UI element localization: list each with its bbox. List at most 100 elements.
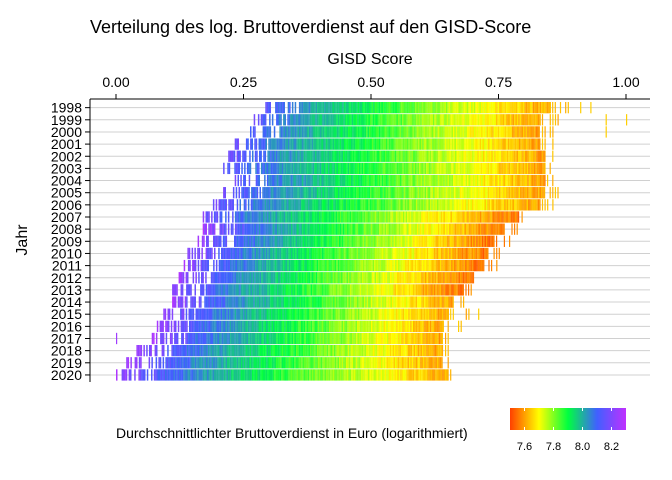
data-strip-segment [397, 126, 399, 138]
data-strip-segment [333, 259, 335, 272]
data-strip-segment [542, 187, 544, 199]
data-strip-segment [343, 162, 345, 175]
data-strip-segment [413, 332, 415, 345]
data-strip-segment [363, 308, 365, 320]
data-strip-segment [257, 357, 260, 369]
data-strip-segment [358, 369, 360, 381]
data-strip-segment [332, 211, 335, 223]
data-strip-segment [327, 150, 330, 162]
data-strip-segment [318, 138, 321, 150]
data-strip-segment [376, 284, 378, 296]
data-strip-segment [252, 345, 255, 357]
data-strip-segment [547, 199, 549, 211]
data-strip-segment [516, 150, 519, 162]
data-strip-segment [317, 284, 320, 296]
data-strip-segment [249, 296, 251, 308]
data-strip-segment [476, 235, 478, 247]
data-strip-segment [247, 296, 250, 308]
data-strip-segment [421, 247, 423, 260]
data-strip-segment [315, 174, 318, 187]
data-strip-segment [255, 223, 258, 235]
data-strip-segment [366, 211, 368, 223]
data-strip-segment [204, 357, 207, 369]
data-strip-segment [381, 114, 383, 126]
data-strip-segment [349, 223, 352, 235]
data-strip-segment [249, 320, 251, 332]
data-strip-segment [293, 174, 295, 187]
data-strip-segment [353, 272, 356, 284]
y-tick-label: 2004 [51, 173, 82, 189]
data-strip-segment [518, 187, 520, 199]
data-strip-segment [246, 211, 248, 223]
data-strip-segment [277, 284, 279, 296]
data-strip-segment [352, 320, 355, 332]
data-strip-segment [503, 187, 505, 199]
data-strip-segment [165, 332, 168, 345]
data-strip-segment [449, 223, 451, 235]
data-strip-segment [288, 199, 290, 211]
data-strip-segment [447, 187, 449, 199]
data-strip-segment [218, 332, 221, 345]
data-strip-segment [375, 150, 377, 162]
data-strip-segment [224, 235, 226, 247]
data-strip-segment [435, 284, 437, 296]
data-strip-segment [396, 162, 399, 175]
data-strip-segment [346, 332, 348, 345]
data-strip-segment [215, 235, 218, 247]
data-strip-segment [237, 308, 239, 320]
data-strip-segment [508, 187, 511, 199]
data-strip-segment [197, 247, 199, 260]
data-strip-segment [385, 150, 387, 162]
data-strip-segment [255, 162, 257, 175]
data-strip-segment [289, 272, 291, 284]
data-strip-segment [516, 114, 519, 126]
data-strip-segment [405, 284, 408, 296]
data-strip-segment [253, 187, 256, 199]
data-strip-segment [361, 114, 363, 126]
data-strip-segment [423, 114, 425, 126]
data-strip-segment [283, 345, 285, 357]
data-strip-segment [488, 138, 490, 150]
data-strip-segment [339, 332, 341, 345]
data-strip-segment [359, 369, 362, 381]
data-strip-segment [528, 187, 530, 199]
data-strip-segment [297, 126, 300, 138]
data-strip-segment [438, 199, 440, 211]
data-strip-segment [465, 308, 467, 320]
data-strip-segment [397, 308, 399, 320]
data-strip-segment [233, 247, 236, 260]
data-strip-segment [344, 187, 347, 199]
data-strip-segment [358, 259, 361, 272]
data-strip-segment [319, 259, 321, 272]
data-strip-segment [328, 162, 330, 175]
data-strip-segment [491, 211, 493, 223]
data-strip-segment [249, 369, 251, 381]
data-strip-segment [324, 247, 327, 260]
data-strip-segment [236, 150, 239, 162]
data-strip-segment [400, 247, 402, 260]
outlier-mark [605, 114, 607, 126]
data-strip-segment [210, 272, 213, 284]
data-strip-segment [259, 332, 261, 345]
data-strip-segment [390, 272, 392, 284]
data-strip-segment [235, 259, 237, 272]
data-strip-segment [222, 296, 224, 308]
data-strip-segment [386, 296, 388, 308]
data-strip-segment [227, 211, 230, 223]
data-strip-segment [346, 114, 348, 126]
data-strip-segment [287, 272, 290, 284]
data-strip-segment [151, 357, 153, 369]
data-strip-segment [356, 284, 359, 296]
data-strip-segment [236, 272, 238, 284]
data-strip-segment [332, 223, 335, 235]
data-strip-segment [325, 357, 327, 369]
data-strip-segment [252, 357, 254, 369]
data-strip-segment [261, 308, 263, 320]
data-strip-segment [368, 187, 371, 199]
data-strip-segment [281, 162, 284, 175]
data-strip-segment [418, 357, 421, 369]
data-strip-segment [307, 332, 309, 345]
data-strip-segment [440, 211, 443, 223]
data-strip-segment [292, 114, 295, 126]
data-strip-segment [208, 320, 211, 332]
